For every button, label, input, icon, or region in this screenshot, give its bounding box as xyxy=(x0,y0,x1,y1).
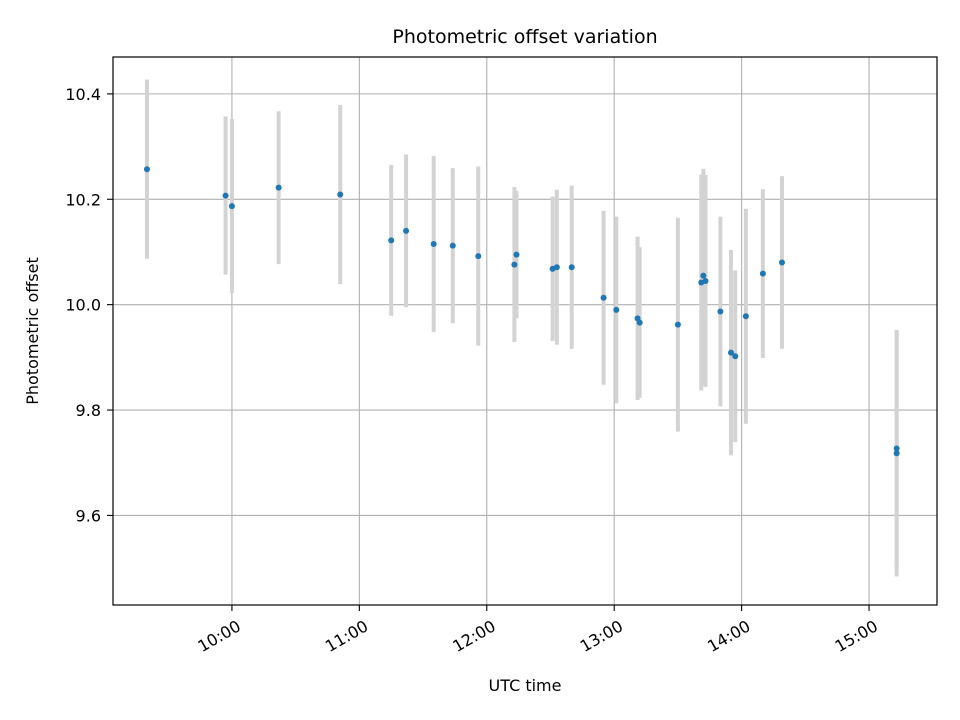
y-tick-label-1: 9.8 xyxy=(76,401,101,420)
data-point-4 xyxy=(337,191,344,198)
y-tick-label-0: 9.6 xyxy=(76,506,101,525)
data-point-0 xyxy=(143,166,150,173)
data-point-5 xyxy=(388,237,395,244)
x-axis: 10:00 11:00 12:00 13:00 14:00 15:00 xyxy=(194,605,881,656)
data-point-3 xyxy=(275,184,282,191)
data-point-19 xyxy=(674,321,681,328)
data-points xyxy=(143,166,900,457)
y-axis: 9.6 9.8 10.0 10.2 10.4 xyxy=(65,85,113,525)
data-point-28 xyxy=(778,259,785,266)
data-point-29 xyxy=(893,445,900,452)
x-tick-label-0: 10:00 xyxy=(194,616,243,656)
data-point-18 xyxy=(636,319,643,326)
y-tick-label-4: 10.4 xyxy=(65,85,101,104)
data-point-7 xyxy=(430,241,437,248)
data-point-8 xyxy=(449,242,456,249)
data-point-22 xyxy=(702,277,709,284)
data-point-1 xyxy=(222,192,229,199)
data-point-13 xyxy=(553,264,560,271)
x-tick-label-1: 11:00 xyxy=(322,616,371,656)
x-tick-label-5: 15:00 xyxy=(832,616,881,656)
data-point-10 xyxy=(511,261,518,268)
data-point-14 xyxy=(568,264,575,271)
chart-title: Photometric offset variation xyxy=(392,26,657,48)
data-point-11 xyxy=(513,251,520,258)
data-point-24 xyxy=(728,349,734,356)
x-tick-label-3: 13:00 xyxy=(577,616,626,656)
data-point-9 xyxy=(475,253,482,260)
data-point-2 xyxy=(228,203,235,210)
data-point-26 xyxy=(742,313,749,320)
data-point-16 xyxy=(613,306,620,313)
plot-frame xyxy=(112,56,938,606)
data-point-27 xyxy=(759,270,766,277)
data-point-15 xyxy=(600,294,607,301)
x-tick-label-2: 12:00 xyxy=(449,616,498,656)
x-tick-label-4: 14:00 xyxy=(704,616,753,656)
data-point-23 xyxy=(717,308,724,315)
data-point-6 xyxy=(403,227,410,234)
error-bars xyxy=(144,79,899,577)
x-axis-title: UTC time xyxy=(489,676,562,695)
data-point-30 xyxy=(893,450,900,457)
grid-lines xyxy=(113,57,937,605)
y-axis-title: Photometric offset xyxy=(23,257,42,405)
data-point-25 xyxy=(732,353,739,360)
data-point-21 xyxy=(700,272,707,279)
y-tick-label-2: 10.0 xyxy=(65,296,101,315)
y-tick-label-3: 10.2 xyxy=(65,190,101,209)
